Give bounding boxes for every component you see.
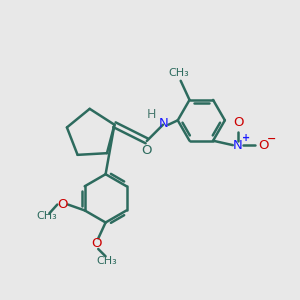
- Text: CH₃: CH₃: [169, 68, 190, 78]
- Text: CH₃: CH₃: [36, 211, 57, 221]
- Text: O: O: [233, 116, 243, 129]
- Text: O: O: [259, 139, 269, 152]
- Text: +: +: [242, 133, 250, 143]
- Text: O: O: [57, 198, 68, 211]
- Text: H: H: [147, 108, 157, 121]
- Text: N: N: [233, 139, 243, 152]
- Text: −: −: [267, 134, 276, 144]
- Text: N: N: [159, 117, 169, 130]
- Text: O: O: [92, 237, 102, 250]
- Text: O: O: [142, 144, 152, 157]
- Text: CH₃: CH₃: [97, 256, 118, 266]
